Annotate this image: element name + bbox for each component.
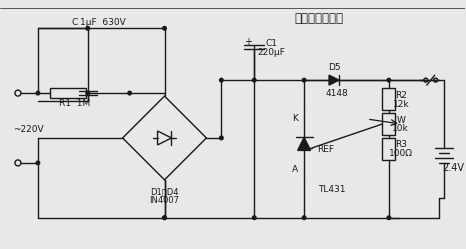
Circle shape: [86, 91, 89, 95]
Text: R1  1M: R1 1M: [59, 99, 90, 108]
Polygon shape: [329, 75, 339, 85]
Text: R2: R2: [395, 91, 407, 100]
Circle shape: [163, 216, 166, 220]
Circle shape: [86, 26, 89, 30]
Text: TL431: TL431: [318, 185, 346, 194]
Circle shape: [163, 26, 166, 30]
Text: 220μF: 220μF: [257, 48, 285, 57]
Circle shape: [302, 216, 306, 220]
Circle shape: [219, 78, 223, 82]
Circle shape: [387, 78, 391, 82]
Text: D5: D5: [328, 63, 340, 72]
Text: 4148: 4148: [326, 89, 349, 98]
Text: ~220V: ~220V: [13, 125, 43, 134]
Text: D1～D4: D1～D4: [150, 187, 179, 196]
Circle shape: [128, 91, 131, 95]
Bar: [383, 88, 395, 110]
Circle shape: [163, 216, 166, 220]
Polygon shape: [298, 137, 310, 150]
Text: C1: C1: [265, 39, 277, 48]
Circle shape: [36, 91, 40, 95]
Bar: [50, 88, 86, 98]
Text: 100Ω: 100Ω: [389, 149, 413, 158]
Circle shape: [302, 78, 306, 82]
Circle shape: [253, 78, 256, 82]
Text: 1μF  630V: 1μF 630V: [80, 18, 125, 27]
Text: K: K: [292, 114, 298, 123]
Circle shape: [219, 136, 223, 140]
Text: +: +: [244, 37, 252, 47]
Text: IN4007: IN4007: [150, 196, 179, 205]
Text: REF: REF: [317, 145, 335, 154]
Text: C: C: [72, 18, 78, 27]
Text: A: A: [292, 165, 298, 174]
Bar: [383, 138, 395, 160]
Text: 10k: 10k: [392, 124, 409, 133]
Text: 2.4V: 2.4V: [443, 163, 465, 173]
Text: R3: R3: [395, 140, 407, 149]
Circle shape: [253, 216, 256, 220]
Circle shape: [387, 216, 391, 220]
Text: W: W: [397, 116, 405, 124]
Bar: [383, 113, 395, 135]
Text: 镍镉电池充电器: 镍镉电池充电器: [295, 12, 343, 25]
Text: 12k: 12k: [392, 100, 409, 109]
Circle shape: [36, 161, 40, 165]
